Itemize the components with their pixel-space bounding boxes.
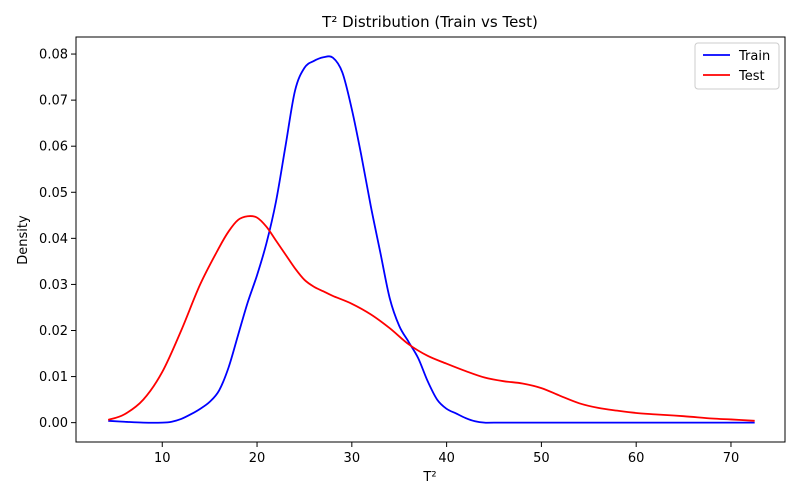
y-tick-label: 0.03 — [39, 278, 68, 293]
legend-test-label: Test — [738, 69, 765, 84]
y-tick-label: 0.01 — [39, 370, 68, 385]
x-axis-label: T² — [422, 470, 436, 485]
legend: Train Test — [694, 42, 780, 90]
y-tick-label: 0.00 — [39, 416, 68, 431]
chart-title: T² Distribution (Train vs Test) — [321, 13, 538, 31]
x-tick-label: 30 — [344, 451, 361, 466]
y-tick-label: 0.06 — [39, 140, 68, 155]
y-axis-label: Density — [16, 215, 31, 265]
x-tick-label: 10 — [154, 451, 171, 466]
plot-frame — [75, 36, 786, 443]
y-tick-label: 0.07 — [39, 94, 68, 109]
x-tick-label: 40 — [438, 451, 455, 466]
series-layer — [107, 55, 755, 424]
x-tick-label: 60 — [628, 451, 645, 466]
x-tick-label: 20 — [249, 451, 266, 466]
y-tick-label: 0.04 — [39, 232, 68, 247]
y-tick-label: 0.05 — [39, 186, 68, 201]
y-tick-label: 0.02 — [39, 324, 68, 339]
ticks-layer: 10 20 30 40 50 60 70 0.00 0.01 0.02 0.03 0.04 0.05 0.… — [39, 48, 739, 466]
series-line-train — [108, 55, 755, 424]
series-line-test — [107, 215, 755, 422]
x-tick-label: 50 — [533, 451, 550, 466]
legend-train-label: Train — [738, 49, 770, 64]
y-tick-label: 0.08 — [39, 48, 68, 63]
x-tick-label: 70 — [723, 451, 740, 466]
